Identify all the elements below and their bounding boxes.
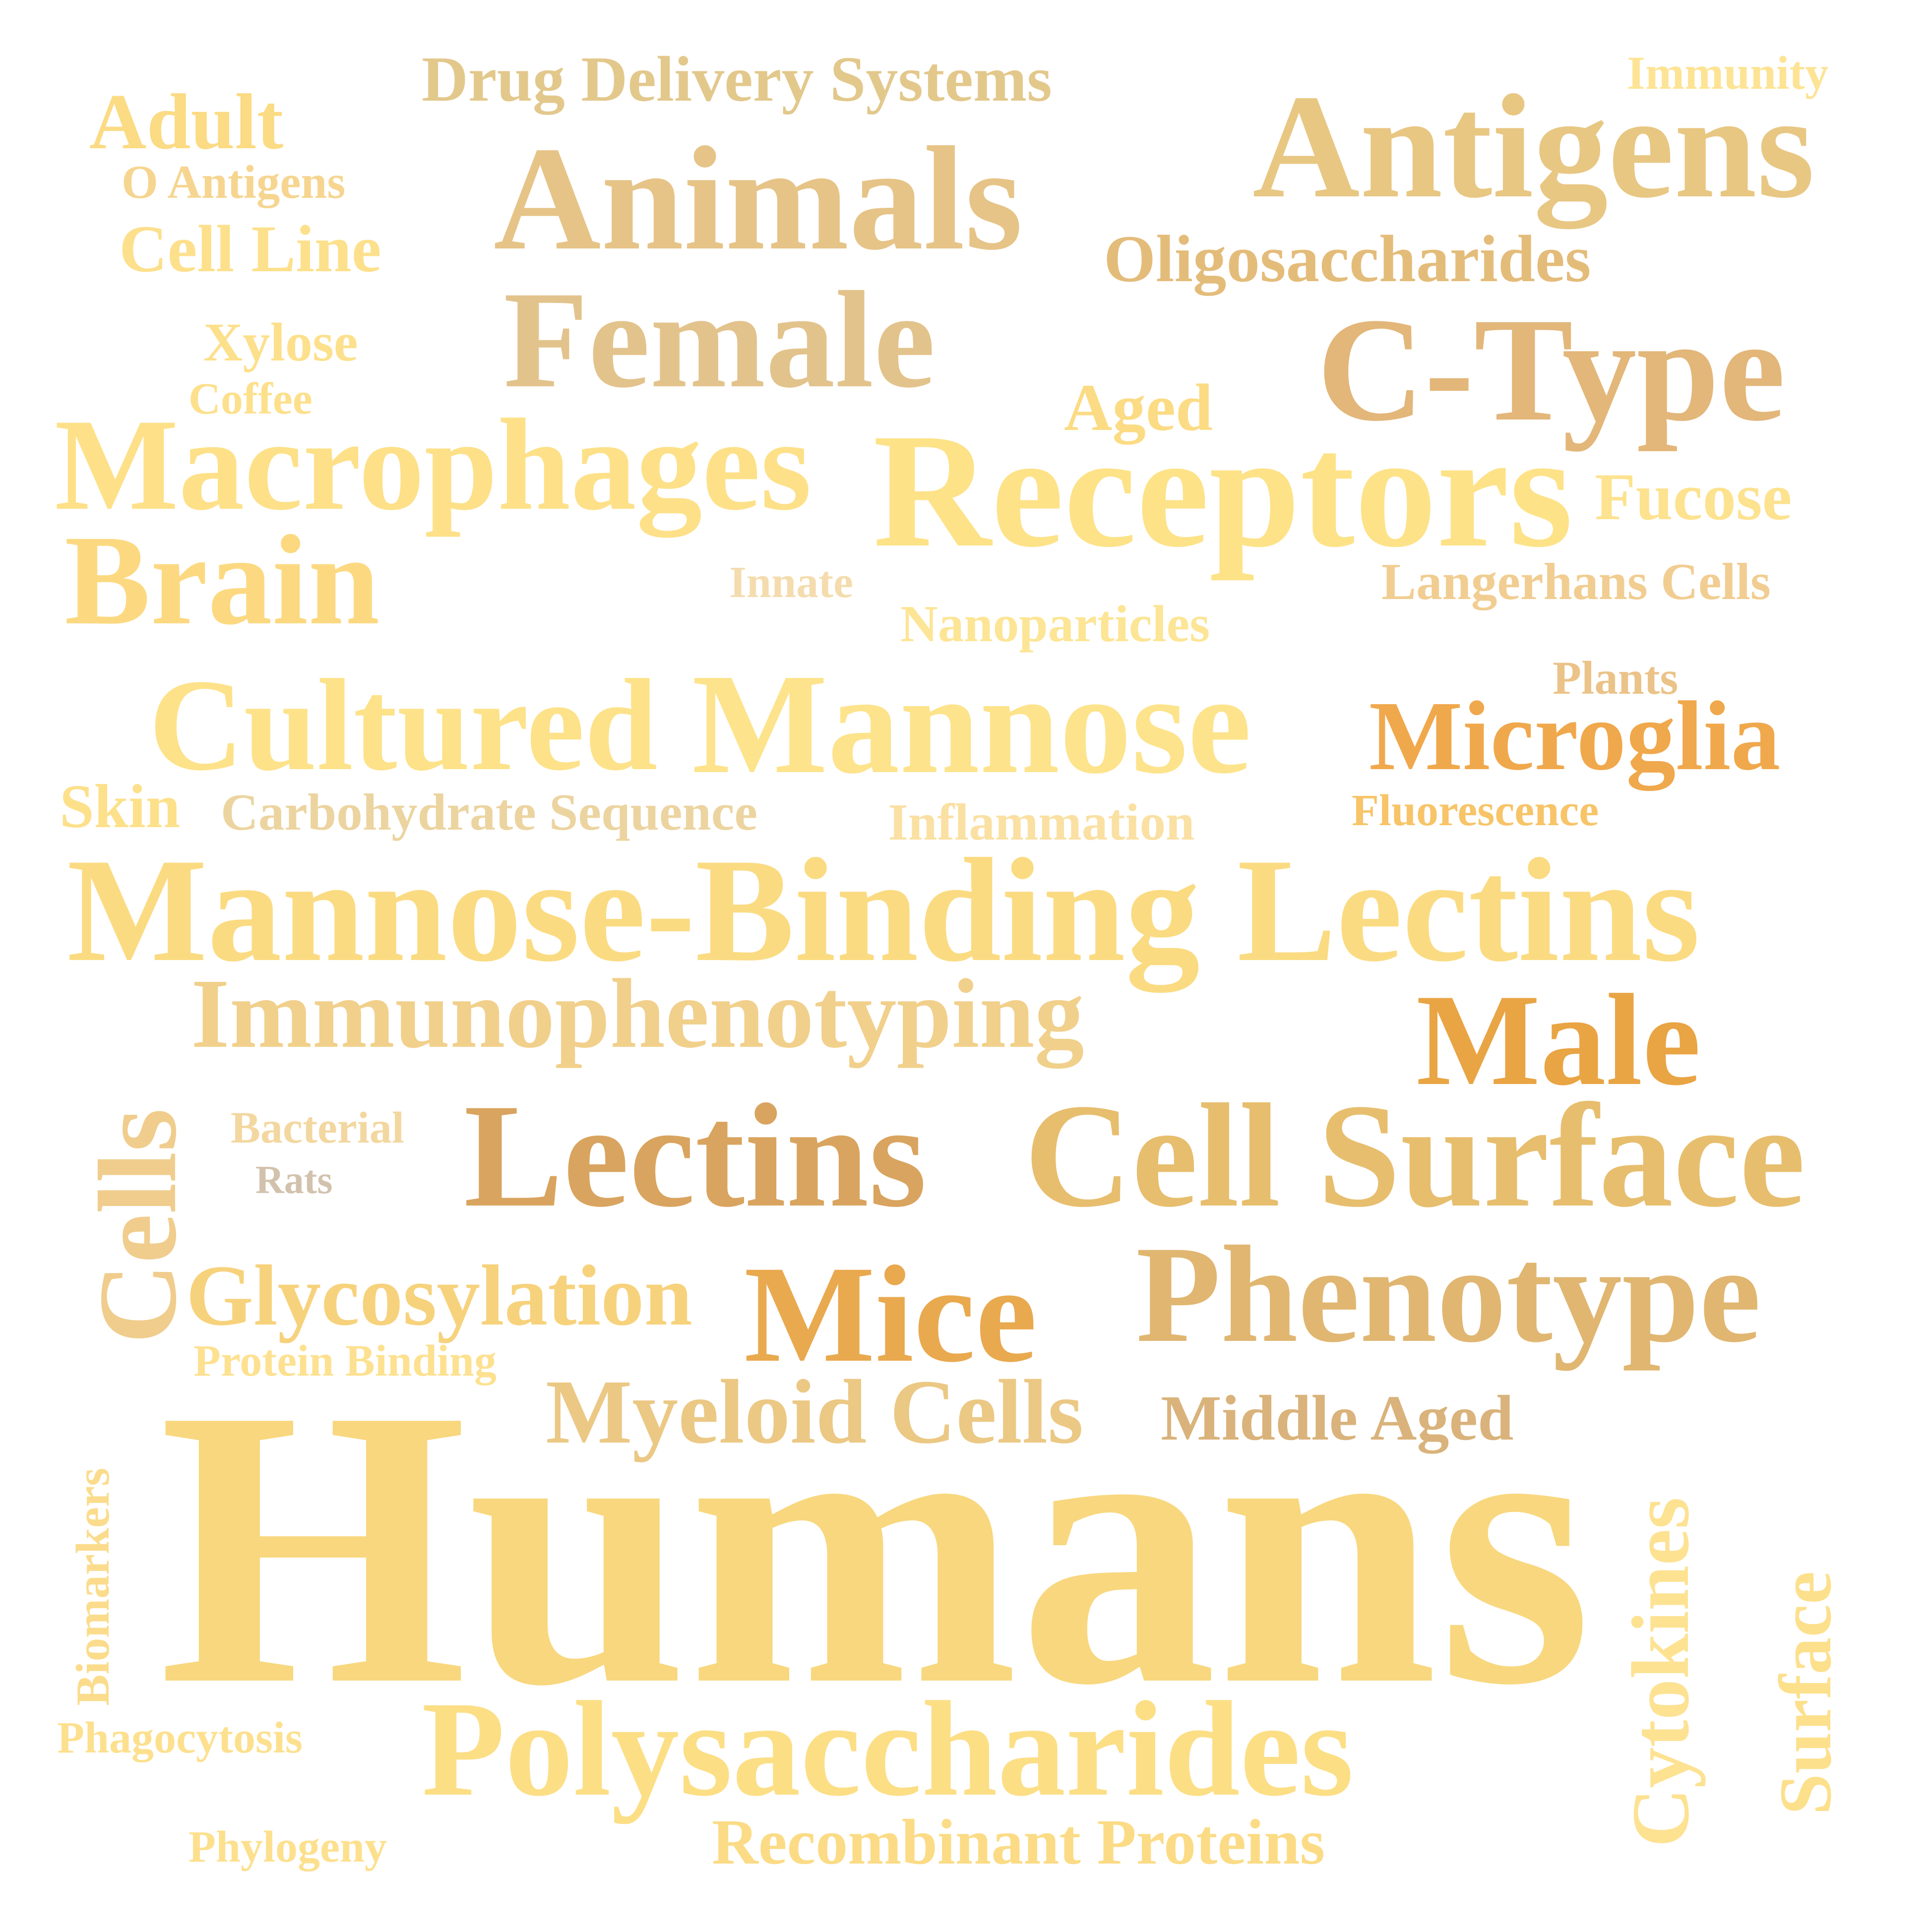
word-biomarkers: Biomarkers xyxy=(66,1467,119,1706)
word-xylose: Xylose xyxy=(203,312,358,372)
word-female: Female xyxy=(503,262,935,417)
word-macrophages: Macrophages xyxy=(55,392,812,538)
word-cultured: Cultured xyxy=(149,653,658,798)
word-langerhans-cells: Langerhans Cells xyxy=(1381,552,1771,610)
word-phagocytosis: Phagocytosis xyxy=(57,1713,303,1762)
word-cells: Cells xyxy=(75,1108,199,1344)
word-plants: Plants xyxy=(1553,652,1679,704)
word-o-antigens: O Antigens xyxy=(122,156,346,208)
word-animals: Animals xyxy=(494,116,1023,281)
word-humans: Humans xyxy=(159,1328,1592,1767)
word-male: Male xyxy=(1416,967,1701,1113)
word-mannose: Mannose xyxy=(692,644,1251,803)
word-antigens: Antigens xyxy=(1252,64,1815,229)
word-lectins: Lectins xyxy=(464,1073,927,1238)
word-immunity: Immunity xyxy=(1627,47,1829,99)
word-protein-binding: Protein Binding xyxy=(193,1336,497,1386)
word-adult: Adult xyxy=(89,77,284,166)
word-mice: Mice xyxy=(744,1237,1037,1391)
word-rats: Rats xyxy=(255,1158,333,1202)
word-receptors: Receptors xyxy=(873,400,1573,581)
word-phylogeny: Phylogeny xyxy=(188,1822,387,1872)
word-immunophenotyping: Immunophenotyping xyxy=(191,959,1084,1069)
word-cell-surface: Cell Surface xyxy=(1024,1073,1806,1238)
word-carbohydrate-sequence: Carbohydrate Sequence xyxy=(221,783,758,841)
word-mannose-binding-lectins: Mannose-Binding Lectins xyxy=(67,828,1700,992)
word-bacterial: Bacterial xyxy=(231,1103,404,1152)
word-fucose: Fucose xyxy=(1595,460,1792,534)
word-innate: Innate xyxy=(729,558,854,607)
word-fluorescence: Fluorescence xyxy=(1352,786,1599,835)
word-coffee: Coffee xyxy=(188,374,312,423)
word-brain: Brain xyxy=(64,509,380,652)
word-drug-delivery-systems: Drug Delivery Systems xyxy=(422,44,1052,115)
word-c-type: C-Type xyxy=(1317,287,1786,452)
word-phenotype: Phenotype xyxy=(1136,1217,1761,1371)
word-middle-aged: Middle Aged xyxy=(1161,1383,1514,1454)
word-myeloid-cells: Myeloid Cells xyxy=(546,1361,1084,1463)
word-recombinant-proteins: Recombinant Proteins xyxy=(712,1807,1325,1878)
word-aged: Aged xyxy=(1064,371,1213,445)
word-inflammation: Inflammation xyxy=(888,793,1195,851)
word-polysaccharides: Polysaccharides xyxy=(422,1674,1354,1824)
word-microglia: Microglia xyxy=(1369,681,1781,791)
word-glycosylation: Glycosylation xyxy=(186,1247,692,1343)
word-skin: Skin xyxy=(60,773,181,841)
word-cell-line: Cell Line xyxy=(119,212,381,286)
word-nanoparticles: Nanoparticles xyxy=(900,595,1210,653)
word-cytokines: Cytokines xyxy=(1615,1497,1706,1847)
word-surface: Surface xyxy=(1764,1571,1847,1815)
word-oligosaccharides: Oligosaccharides xyxy=(1104,222,1591,296)
